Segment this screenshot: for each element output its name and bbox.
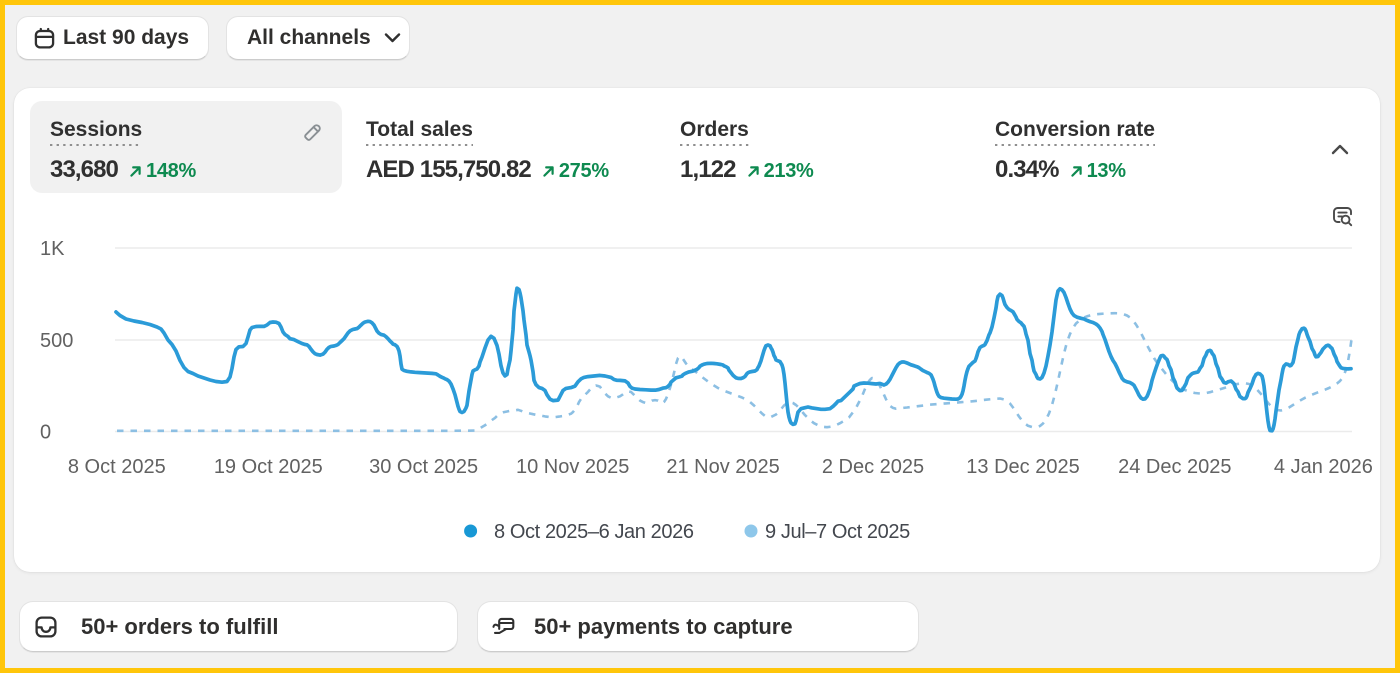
svg-text:8 Oct 2025: 8 Oct 2025 bbox=[68, 456, 166, 478]
svg-text:19 Oct 2025: 19 Oct 2025 bbox=[214, 456, 323, 478]
svg-text:0: 0 bbox=[40, 422, 51, 444]
svg-text:8 Oct 2025–6 Jan 2026: 8 Oct 2025–6 Jan 2026 bbox=[494, 521, 694, 543]
svg-text:9 Jul–7 Oct 2025: 9 Jul–7 Oct 2025 bbox=[765, 521, 910, 543]
svg-text:4 Jan 2026: 4 Jan 2026 bbox=[1274, 456, 1373, 478]
svg-text:13 Dec 2025: 13 Dec 2025 bbox=[966, 456, 1079, 478]
svg-text:30 Oct 2025: 30 Oct 2025 bbox=[369, 456, 478, 478]
svg-text:1K: 1K bbox=[40, 238, 65, 260]
svg-text:2 Dec 2025: 2 Dec 2025 bbox=[822, 456, 924, 478]
svg-text:10 Nov 2025: 10 Nov 2025 bbox=[516, 456, 629, 478]
svg-text:24 Dec 2025: 24 Dec 2025 bbox=[1118, 456, 1231, 478]
svg-text:500: 500 bbox=[40, 330, 73, 352]
svg-text:21 Nov 2025: 21 Nov 2025 bbox=[666, 456, 779, 478]
